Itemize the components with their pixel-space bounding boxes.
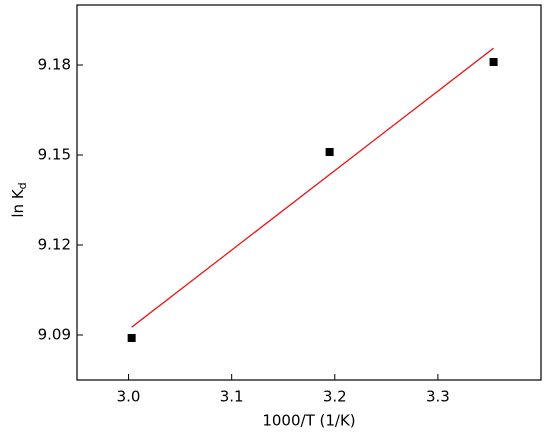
fit-line [131, 47, 494, 328]
y-axis-label: ln Kd [9, 182, 30, 217]
data-point [489, 58, 498, 66]
x-axis-label: 1000/T (1/K) [262, 412, 355, 430]
x-tick-label: 3.0 [117, 388, 141, 406]
y-tick-label: 9.15 [38, 146, 71, 164]
y-tick-label: 9.09 [38, 326, 71, 344]
x-tick-label: 3.1 [220, 388, 244, 406]
y-axis-label-sub: d [16, 182, 29, 189]
y-tick-label: 9.18 [38, 56, 71, 74]
data-point [127, 334, 136, 342]
data-point [325, 148, 334, 156]
y-axis-label-main: ln K [9, 188, 27, 217]
x-tick-label: 3.3 [426, 388, 450, 406]
plot-frame [76, 4, 542, 381]
x-tick-label: 3.2 [323, 388, 347, 406]
y-tick-label: 9.12 [38, 236, 71, 254]
